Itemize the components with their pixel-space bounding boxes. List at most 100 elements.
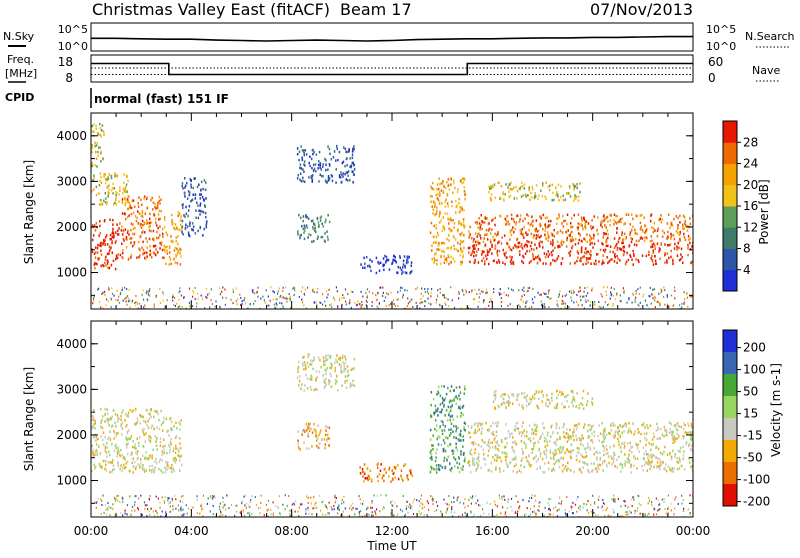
data-cell xyxy=(176,253,178,256)
data-cell xyxy=(536,219,538,222)
data-cell xyxy=(501,403,503,406)
data-cell xyxy=(193,194,195,197)
data-cell xyxy=(460,243,462,246)
data-cell xyxy=(92,239,94,242)
ground-scatter xyxy=(490,298,491,300)
data-cell xyxy=(176,240,178,243)
data-cell xyxy=(444,442,446,445)
data-cell xyxy=(194,178,196,181)
data-cell xyxy=(602,226,604,229)
data-cell xyxy=(502,236,504,239)
data-cell xyxy=(632,446,634,449)
data-cell xyxy=(655,260,657,263)
data-cell xyxy=(448,222,450,225)
data-cell xyxy=(607,452,609,455)
data-cell xyxy=(595,468,597,471)
data-cell xyxy=(551,399,553,402)
ground-scatter xyxy=(279,288,280,290)
data-cell xyxy=(595,260,597,263)
data-cell xyxy=(433,208,435,211)
data-cell xyxy=(302,177,304,180)
data-cell xyxy=(622,466,624,469)
ground-scatter xyxy=(584,287,585,289)
ground-scatter xyxy=(372,301,373,303)
data-cell xyxy=(153,245,155,248)
data-cell xyxy=(487,217,489,220)
ground-scatter xyxy=(664,304,665,306)
data-cell xyxy=(563,457,565,460)
data-cell xyxy=(142,455,144,458)
data-cell xyxy=(136,256,138,259)
ground-scatter xyxy=(528,287,529,289)
data-cell xyxy=(662,236,664,239)
data-cell xyxy=(100,452,102,455)
data-cell xyxy=(491,470,493,473)
data-cell xyxy=(105,178,107,181)
ground-scatter xyxy=(521,299,522,301)
ground-scatter xyxy=(376,508,377,510)
data-cell xyxy=(495,244,497,247)
ground-scatter xyxy=(570,297,571,299)
ground-scatter xyxy=(198,298,199,300)
ground-scatter xyxy=(377,306,378,308)
data-cell xyxy=(173,450,175,453)
data-cell xyxy=(441,429,443,432)
ground-scatter xyxy=(403,495,404,497)
ground-scatter xyxy=(116,498,117,500)
ground-scatter xyxy=(126,300,127,302)
data-cell xyxy=(531,398,533,401)
data-cell xyxy=(103,443,105,446)
data-cell xyxy=(548,236,550,239)
data-cell xyxy=(115,199,117,202)
ground-scatter xyxy=(105,509,106,511)
data-cell xyxy=(174,457,176,460)
data-cell xyxy=(305,374,307,377)
data-cell xyxy=(581,251,583,254)
data-cell xyxy=(112,459,114,462)
data-cell xyxy=(554,453,556,456)
data-cell xyxy=(616,222,618,225)
data-cell xyxy=(610,246,612,249)
ground-scatter xyxy=(173,509,174,511)
ground-scatter xyxy=(176,303,177,305)
data-cell xyxy=(650,449,652,452)
ground-scatter xyxy=(628,298,629,300)
data-cell xyxy=(323,359,325,362)
ground-scatter xyxy=(125,297,126,299)
data-cell xyxy=(613,436,615,439)
data-cell xyxy=(178,250,180,253)
data-cell xyxy=(623,238,625,241)
ground-scatter xyxy=(268,305,269,307)
ground-scatter xyxy=(327,294,328,296)
data-cell xyxy=(328,175,330,178)
data-cell xyxy=(195,197,197,200)
data-cell xyxy=(143,428,145,431)
data-cell xyxy=(674,247,676,250)
data-cell xyxy=(439,183,441,186)
data-cell xyxy=(481,220,483,223)
data-cell xyxy=(530,440,532,443)
ground-scatter xyxy=(420,502,421,504)
data-cell xyxy=(545,262,547,265)
data-cell xyxy=(630,256,632,259)
ground-scatter xyxy=(210,510,211,512)
data-cell xyxy=(468,251,470,254)
data-cell xyxy=(443,439,445,442)
data-cell xyxy=(625,460,627,463)
data-cell xyxy=(436,429,438,432)
data-cell xyxy=(142,464,144,467)
data-cell xyxy=(494,247,496,250)
data-cell xyxy=(588,435,590,438)
data-cell xyxy=(346,157,348,160)
data-cell xyxy=(679,238,681,241)
data-cell xyxy=(134,227,136,230)
data-cell xyxy=(469,460,471,463)
data-cell xyxy=(352,171,354,174)
data-cell xyxy=(307,236,309,239)
data-cell xyxy=(681,465,683,468)
data-cell xyxy=(120,254,122,256)
data-cell xyxy=(626,252,628,255)
data-cell xyxy=(606,238,608,241)
data-cell xyxy=(336,145,338,148)
data-cell xyxy=(94,467,96,470)
